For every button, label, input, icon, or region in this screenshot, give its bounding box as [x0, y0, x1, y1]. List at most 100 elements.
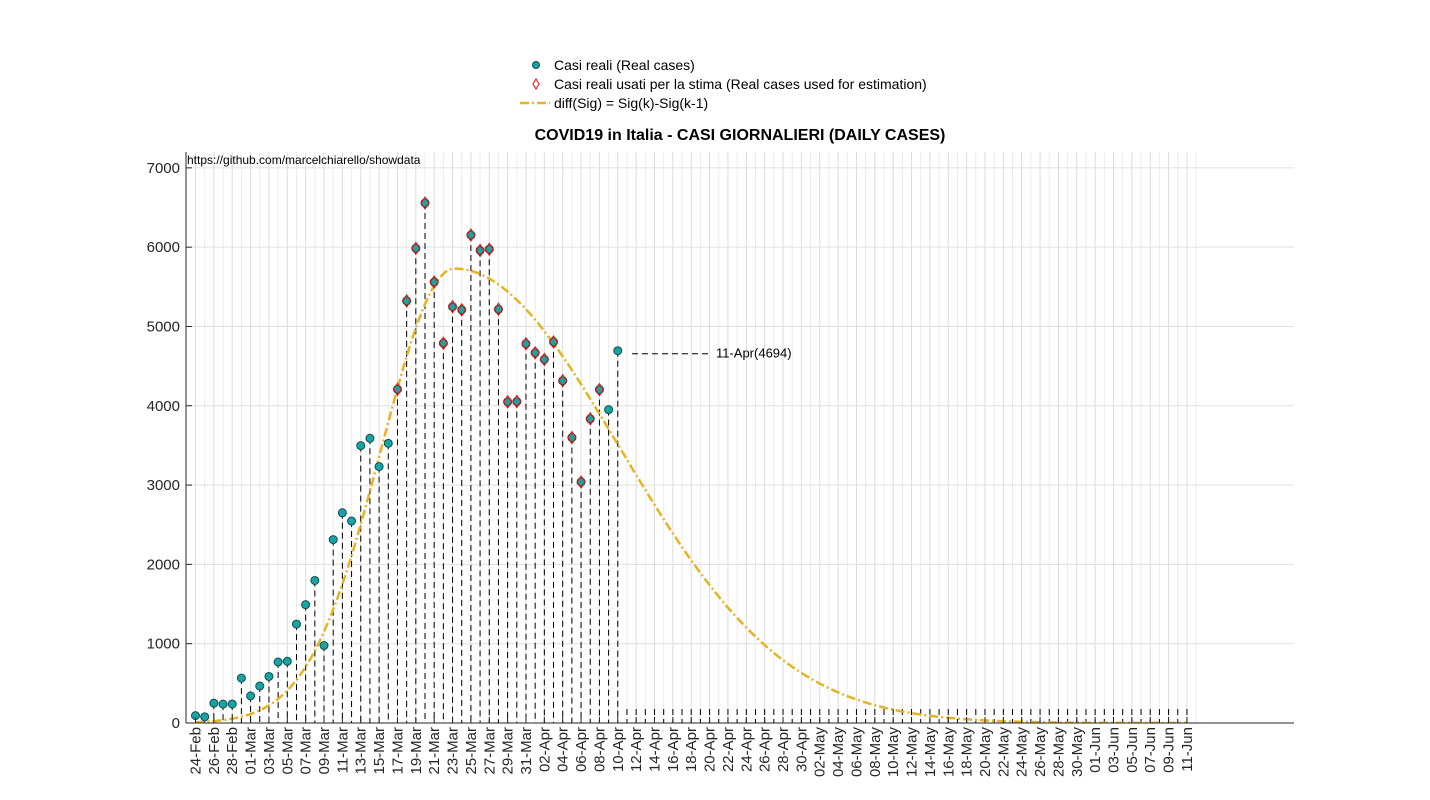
real-case-point — [282, 656, 292, 666]
estimation-point — [392, 382, 403, 397]
estimation-point — [530, 345, 540, 360]
real-case-point — [209, 698, 219, 708]
x-tick-label: 23-Mar — [445, 727, 462, 775]
real-case-point — [319, 641, 329, 651]
estimation-point — [585, 411, 595, 426]
estimation-point — [567, 430, 577, 445]
real-case-point — [530, 348, 540, 358]
real-case-point — [402, 296, 412, 306]
estimation-points-layer — [392, 196, 605, 489]
x-tick-label: 05-Mar — [279, 727, 296, 775]
real-case-point — [411, 243, 421, 253]
x-tick-label: 25-Mar — [463, 727, 480, 775]
x-tick-label: 09-Mar — [316, 727, 333, 775]
x-tick-label: 03-Mar — [261, 727, 278, 775]
legend-marker-real — [532, 61, 540, 69]
x-tick-label: 02-May — [812, 727, 829, 778]
real-case-point — [236, 673, 246, 683]
real-case-point — [448, 302, 458, 312]
x-tick-label: 30-Apr — [793, 727, 810, 772]
x-tick-label: 10-Apr — [610, 727, 627, 772]
x-tick-label: 02-Apr — [536, 727, 553, 772]
x-tick-label: 28-Feb — [224, 727, 241, 775]
estimation-point — [576, 475, 586, 489]
estimation-point — [548, 335, 559, 349]
estimation-point — [558, 373, 568, 388]
real-case-point — [475, 245, 485, 255]
y-tick-label: 1000 — [147, 636, 180, 653]
real-points-layer — [191, 198, 623, 722]
estimation-point — [420, 196, 430, 210]
x-tick-label: 24-Feb — [188, 727, 205, 775]
x-tick-label: 07-Mar — [298, 727, 315, 775]
estimation-point — [447, 299, 458, 314]
real-case-point — [246, 691, 256, 701]
estimation-point — [503, 394, 513, 409]
x-tick-label: 01-Mar — [243, 727, 260, 775]
x-tick-label: 26-Feb — [206, 727, 223, 775]
estimation-point — [466, 228, 476, 242]
real-case-point — [567, 433, 577, 443]
chart-title: COVID19 in Italia - CASI GIORNALIERI (DA… — [535, 127, 946, 144]
y-tick-label: 6000 — [147, 239, 180, 256]
x-tick-label: 01-Jun — [1087, 727, 1104, 773]
real-case-point — [521, 339, 531, 349]
x-tick-label: 10-May — [885, 727, 902, 778]
x-tick-label: 16-May — [940, 727, 957, 778]
legend-box — [512, 54, 966, 116]
y-tick-label: 7000 — [147, 160, 180, 177]
estimation-point — [484, 242, 494, 257]
x-tick-label: 21-Mar — [426, 727, 443, 775]
estimation-point — [457, 302, 467, 317]
x-tick-label: 28-Apr — [775, 727, 792, 772]
x-tick-label: 11-Mar — [334, 727, 351, 773]
x-tick-label: 29-Mar — [500, 727, 517, 775]
estimation-point — [438, 336, 448, 351]
real-case-point — [576, 477, 586, 487]
x-tick-label: 24-Apr — [738, 727, 755, 772]
real-case-point — [347, 516, 357, 526]
real-case-point — [484, 244, 494, 254]
real-case-point — [493, 304, 503, 314]
real-case-point — [301, 600, 311, 610]
x-tick-label: 12-Apr — [628, 727, 645, 772]
real-case-point — [512, 397, 522, 407]
real-case-point — [558, 376, 568, 386]
real-case-point — [337, 508, 347, 518]
estimation-point — [493, 302, 504, 317]
x-tick-label: 18-May — [959, 727, 976, 778]
x-tick-label: 05-Jun — [1124, 727, 1141, 773]
x-tick-label: 20-Apr — [702, 727, 719, 772]
real-case-point — [365, 433, 375, 443]
x-tick-label: 12-May — [904, 727, 921, 778]
real-case-point — [356, 441, 366, 451]
x-tick-label: 13-Mar — [353, 727, 370, 775]
real-case-point — [200, 712, 210, 722]
real-case-point — [273, 657, 283, 667]
estimation-point — [475, 243, 485, 258]
real-case-point — [383, 438, 393, 448]
real-case-point — [604, 405, 614, 415]
real-case-point — [613, 346, 623, 356]
legend-label-real: Casi reali (Real cases) — [554, 57, 695, 73]
estimation-point — [594, 382, 605, 397]
real-case-point — [392, 384, 402, 394]
x-tick-label: 30-May — [1069, 727, 1086, 778]
estimation-point — [521, 336, 531, 351]
y-tick-label: 5000 — [147, 318, 180, 335]
y-tick-label: 2000 — [147, 556, 180, 573]
x-tick-label: 20-May — [977, 727, 994, 778]
real-case-point — [218, 699, 228, 709]
real-case-point — [438, 338, 448, 348]
legend-label-fit: diff(Sig) = Sig(k)-Sig(k-1) — [554, 95, 708, 111]
x-tick-label: 07-Jun — [1142, 727, 1159, 773]
x-tick-label: 04-May — [830, 727, 847, 778]
x-tick-label: 14-Apr — [647, 727, 664, 772]
estimation-point — [512, 394, 522, 409]
x-tick-label: 24-May — [1014, 727, 1031, 778]
x-tick-label: 06-May — [848, 727, 865, 778]
estimation-point — [429, 275, 439, 289]
x-tick-label: 26-May — [1032, 727, 1049, 778]
x-tick-labels: 24-Feb 26-Feb 28-Feb 01-Mar 03-Mar 05-Mar 07-M… — [188, 727, 1196, 778]
